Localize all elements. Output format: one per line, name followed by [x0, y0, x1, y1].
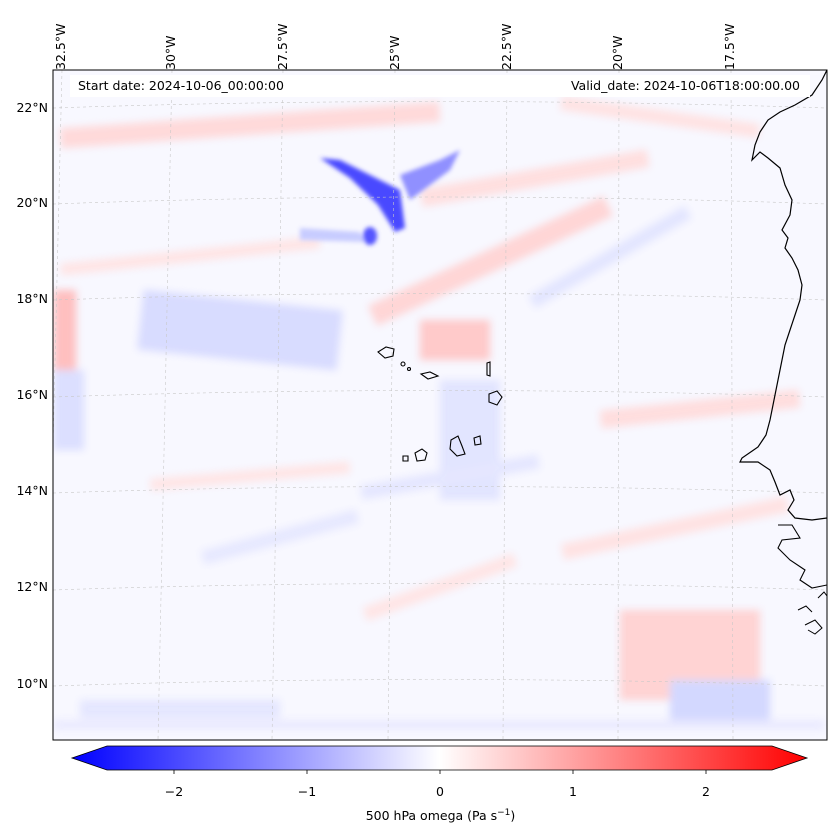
- colorbar-tick-label: 2: [702, 784, 710, 799]
- lon-label-30w: 30°W: [163, 35, 178, 70]
- lat-label-14n: 14°N: [16, 483, 48, 498]
- colorbar-tick-label: 1: [569, 784, 577, 799]
- map-panel: [52, 69, 828, 741]
- colorbar-tick-label: −1: [297, 784, 317, 799]
- cape-verde-islands: [377, 346, 503, 462]
- lat-label-22n: 22°N: [16, 100, 48, 115]
- colorbar-tick-label: −2: [164, 784, 184, 799]
- colorbar: [70, 745, 809, 774]
- graticule: [53, 70, 827, 740]
- start-date-label: Start date: 2024-10-06_00:00:00: [78, 78, 284, 93]
- lon-label-27-5w: 27.5°W: [275, 23, 290, 70]
- lat-label-20n: 20°N: [16, 195, 48, 210]
- colorbar-ticks: [173, 770, 707, 774]
- lat-label-12n: 12°N: [16, 579, 48, 594]
- valid-date-label: Valid_date: 2024-10-06T18:00:00.00: [570, 78, 800, 93]
- omega-field: [53, 70, 827, 740]
- africa-coastline: [739, 70, 827, 521]
- lon-label-32-5w: 32.5°W: [53, 23, 68, 70]
- lat-label-10n: 10°N: [16, 676, 48, 691]
- lon-label-25w: 25°W: [387, 35, 402, 70]
- lon-label-20w: 20°W: [610, 35, 625, 70]
- lat-label-16n: 16°N: [16, 387, 48, 402]
- lat-label-18n: 18°N: [16, 291, 48, 306]
- lon-label-17-5w: 17.5°W: [722, 23, 737, 70]
- colorbar-label: 500 hPa omega (Pa s−1): [365, 808, 516, 824]
- lon-label-22-5w: 22.5°W: [499, 23, 514, 70]
- colorbar-tick-label: 0: [436, 784, 444, 799]
